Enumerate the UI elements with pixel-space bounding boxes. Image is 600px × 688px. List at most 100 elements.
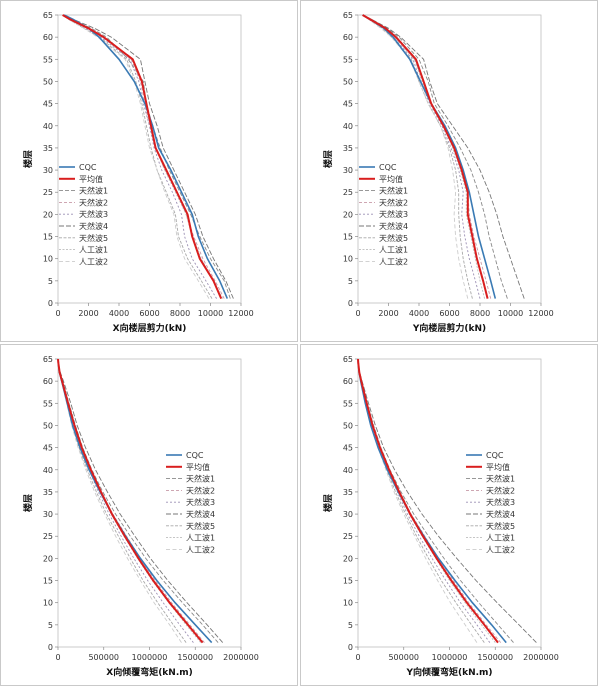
series-line-wave-5 — [362, 14, 473, 299]
y-tick-label: 40 — [343, 122, 353, 131]
y-tick-label: 10 — [43, 599, 53, 608]
panel-y-moment: 0 5 10 15 20 25 30 35 40 45 50 55 60 65 0 500000 1000000… — [300, 344, 598, 686]
y-tick-label: 15 — [43, 233, 53, 242]
series-line-wave-4 — [362, 14, 525, 299]
y-tick-label: 35 — [343, 144, 353, 153]
legend-label: 天然波5 — [186, 521, 215, 531]
y-tick-label: 5 — [48, 621, 53, 630]
y-tick-label: 50 — [43, 421, 53, 430]
y-tick-label: 15 — [343, 233, 353, 242]
legend-label: 平均值 — [486, 462, 510, 472]
legend-label: 天然波4 — [186, 509, 215, 519]
legend-label: 天然波3 — [379, 209, 408, 219]
y-tick-label: 0 — [348, 299, 353, 308]
y-tick-label: 25 — [43, 188, 53, 197]
y-tick-label: 60 — [343, 33, 353, 42]
series-line-wave-1 — [62, 14, 231, 299]
y-tick-label: 50 — [343, 77, 353, 86]
legend-label: 天然波1 — [379, 186, 408, 196]
legend-label: 天然波3 — [486, 497, 515, 507]
x-tick-label: 10000 — [198, 309, 223, 318]
x-tick-label: 6000 — [439, 309, 459, 318]
series-line-wave-3 — [62, 14, 217, 299]
panel-x-moment: 0 5 10 15 20 25 30 35 40 45 50 55 60 65 0 500000 1000000… — [0, 344, 298, 686]
series-line-wave-3 — [362, 14, 481, 299]
x-axis-label: Y向倾覆弯矩(kN.m) — [405, 666, 492, 678]
x-axis-label: X向楼层剪力(kN) — [113, 322, 187, 334]
legend-label: 人工波2 — [186, 544, 215, 554]
y-tick-label: 10 — [343, 599, 353, 608]
y-tick-label: 50 — [343, 421, 353, 430]
legend-label: 平均值 — [379, 174, 403, 184]
series-line-wave-5 — [357, 358, 485, 643]
y-tick-label: 45 — [343, 100, 353, 109]
legend-label: 天然波5 — [379, 233, 408, 243]
y-tick-label: 25 — [43, 532, 53, 541]
y-tick-label: 0 — [48, 299, 53, 308]
x-tick-label: 12000 — [528, 309, 553, 318]
y-tick-label: 20 — [43, 554, 53, 563]
y-tick-label: 30 — [43, 166, 53, 175]
y-tick-label: 5 — [348, 277, 353, 286]
legend-label: 天然波1 — [186, 474, 215, 484]
panel-x-shear: 0 5 10 15 20 25 30 35 40 45 50 55 60 65 0 2000 4000 6000 8… — [0, 0, 298, 342]
y-tick-label: 25 — [343, 188, 353, 197]
series-line-mean — [62, 14, 223, 299]
legend-label: 人工波2 — [79, 256, 108, 266]
series-line-wave-1 — [362, 14, 508, 299]
legend-label: 天然波4 — [379, 221, 408, 231]
y-tick-label: 55 — [343, 55, 353, 64]
y-tick-label: 65 — [343, 355, 353, 364]
x-tick-label: 500000 — [388, 653, 419, 662]
x-tick-label: 4000 — [409, 309, 429, 318]
series-line-wave-7 — [362, 14, 469, 299]
y-tick-label: 5 — [48, 277, 53, 286]
y-tick-label: 35 — [43, 488, 53, 497]
x-tick-label: 0 — [355, 309, 360, 318]
x-tick-label: 8000 — [470, 309, 490, 318]
chart-y-shear: 0 5 10 15 20 25 30 35 40 45 50 55 60 65 0 2000 4000 6000 8… — [322, 11, 554, 334]
legend-label: 天然波4 — [486, 509, 515, 519]
legend-label: CQC — [186, 451, 204, 460]
chart-x-moment: 0 5 10 15 20 25 30 35 40 45 50 55 60 65 0 500000 1000000… — [22, 355, 259, 678]
x-tick-label: 6000 — [139, 309, 159, 318]
series-line-wave-4 — [62, 14, 234, 299]
legend-label: 人工波1 — [79, 245, 108, 255]
y-tick-label: 45 — [43, 100, 53, 109]
legend-label: 人工波2 — [486, 544, 515, 554]
legend-label: 天然波5 — [486, 521, 515, 531]
y-tick-label: 55 — [343, 399, 353, 408]
y-tick-label: 45 — [343, 444, 353, 453]
y-tick-label: 65 — [343, 11, 353, 20]
chart-x-shear: 0 5 10 15 20 25 30 35 40 45 50 55 60 65 0 2000 4000 6000 8… — [22, 11, 254, 334]
legend-label: 人工波1 — [186, 533, 215, 543]
x-tick-label: 1000000 — [132, 653, 168, 662]
series-line-wave-6 — [357, 358, 496, 643]
x-tick-label: 1500000 — [177, 653, 213, 662]
series-line-wave-2 — [357, 358, 502, 643]
series-line-wave-2 — [362, 14, 492, 299]
x-tick-label: 500000 — [88, 653, 119, 662]
series-line-wave-7 — [57, 358, 182, 643]
panel-y-shear: 0 5 10 15 20 25 30 35 40 45 50 55 60 65 0 2000 4000 6000 8… — [300, 0, 598, 342]
y-tick-label: 65 — [43, 355, 53, 364]
y-tick-label: 60 — [343, 377, 353, 386]
y-tick-label: 40 — [43, 466, 53, 475]
series-line-mean — [362, 14, 489, 299]
x-axis-label: Y向楼层剪力(kN) — [412, 322, 486, 334]
y-tick-label: 45 — [43, 444, 53, 453]
y-axis-label: 楼层 — [322, 150, 334, 168]
y-tick-label: 40 — [43, 122, 53, 131]
x-tick-label: 2000 — [378, 309, 398, 318]
y-tick-label: 60 — [43, 33, 53, 42]
x-tick-label: 2000 — [78, 309, 98, 318]
series-line-wave-5 — [62, 14, 213, 299]
legend-label: 天然波4 — [79, 221, 108, 231]
legend-label: 天然波2 — [379, 197, 408, 207]
legend-label: 平均值 — [186, 462, 210, 472]
legend-label: 人工波2 — [379, 256, 408, 266]
y-tick-label: 5 — [348, 621, 353, 630]
